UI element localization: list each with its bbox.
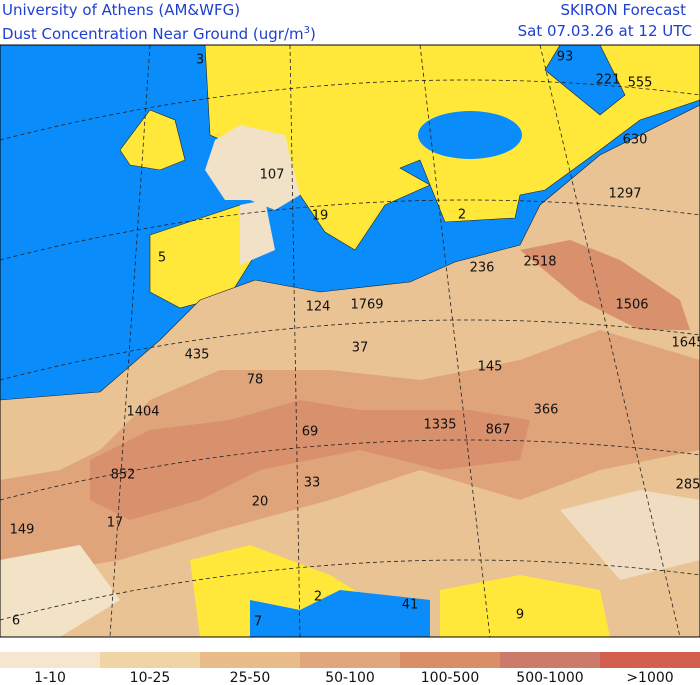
map-label: 6 (12, 614, 20, 629)
graticule-line (539, 44, 681, 638)
map-label: 2518 (523, 255, 556, 270)
map-label: 1506 (615, 298, 648, 313)
graticule-line (289, 44, 301, 638)
product: Dust Concentration Near Ground (ugr/m (2, 25, 304, 43)
map-label: 20 (252, 495, 269, 510)
legend: 1-10 10-25 25-50 50-100 100-500 500-1000 >1000 (0, 652, 700, 685)
graticule-line (109, 44, 151, 638)
graticule-line (0, 439, 700, 501)
map-label: 7 (254, 615, 262, 630)
map-label: 236 (470, 261, 495, 276)
map-label: 1645 (671, 336, 700, 351)
map-label: 5 (158, 251, 166, 266)
iberia-dust (240, 200, 275, 265)
legend-label: >1000 (626, 670, 673, 685)
legend-swatch (500, 652, 600, 668)
map-label: 149 (10, 523, 35, 538)
black-sea (418, 111, 522, 159)
forecast: SKIRON Forecast (560, 1, 686, 19)
map-label: 1297 (608, 187, 641, 202)
south-yellow-2 (440, 575, 610, 637)
map-label: 19 (312, 209, 329, 224)
map-label: 555 (628, 76, 653, 91)
legend-swatch (400, 652, 500, 668)
map-label: 285 (676, 478, 700, 493)
map-label: 867 (486, 423, 511, 438)
legend-swatch (200, 652, 300, 668)
france-dust (205, 125, 300, 210)
map-label: 366 (534, 403, 559, 418)
valid-time: Sat 07.03.26 at 12 UTC (517, 22, 692, 40)
legend-label: 25-50 (230, 670, 271, 685)
graticule-line (0, 559, 700, 621)
map-label: 221 (596, 73, 621, 88)
graticule-line (0, 79, 700, 141)
map-label: 78 (247, 373, 264, 388)
map-label: 1769 (350, 298, 383, 313)
map-label: 17 (107, 516, 124, 531)
legend-label: 10-25 (130, 670, 171, 685)
gulf-of-guinea (250, 590, 430, 637)
map-label: 2 (458, 208, 466, 223)
legend-label: 1-10 (34, 670, 66, 685)
map-label: 69 (302, 425, 319, 440)
map-label: 3 (196, 53, 204, 68)
map-label: 41 (402, 598, 419, 613)
graticule-line (419, 44, 491, 638)
arabia-dust (520, 240, 690, 330)
map-label: 1335 (423, 418, 456, 433)
dust-heavy (90, 400, 530, 520)
legend-label: 100-500 (421, 670, 480, 685)
map-label: 37 (352, 341, 369, 356)
map-label: 630 (623, 133, 648, 148)
map-label: 33 (304, 476, 321, 491)
map-label: 9 (516, 608, 524, 623)
legend-swatch (0, 652, 100, 668)
map-frame (0, 44, 700, 638)
map-label: 2 (314, 590, 322, 605)
britain (119, 109, 186, 171)
west-coast-light (0, 545, 120, 637)
map-label: 1404 (126, 405, 159, 420)
legend-label: 50-100 (325, 670, 375, 685)
map-label: 107 (260, 168, 285, 183)
map-label: 435 (185, 348, 210, 363)
map-label: 852 (111, 468, 136, 483)
map-label: 124 (306, 300, 331, 315)
graticule (0, 44, 700, 638)
east-light (560, 490, 700, 580)
dust-core (0, 330, 700, 580)
map-label: 93 (557, 50, 574, 65)
product-title: Dust Concentration Near Ground (ugr/m3) (2, 21, 316, 44)
legend-swatch (300, 652, 400, 668)
map-label: 145 (478, 360, 503, 375)
legend-label: 500-1000 (516, 670, 583, 685)
graticule-line (0, 319, 700, 381)
legend-swatch (100, 652, 200, 668)
institution: University of Athens (AM&WFG) (2, 1, 241, 19)
graticule-line (0, 199, 700, 261)
product-close: ) (310, 25, 316, 43)
unit-exponent: 3 (303, 25, 311, 36)
legend-swatch (600, 652, 700, 668)
